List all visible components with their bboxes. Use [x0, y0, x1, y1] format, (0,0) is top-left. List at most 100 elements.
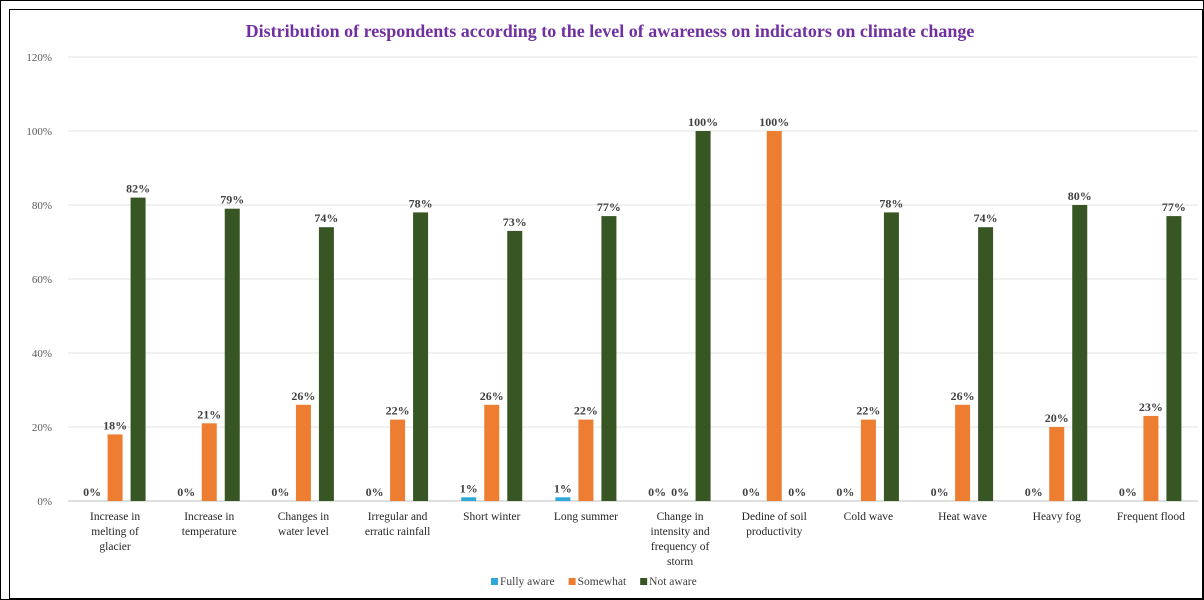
- data-label: 22%: [856, 404, 880, 418]
- category-label: melting of: [91, 526, 139, 538]
- data-label: 74%: [314, 211, 338, 225]
- legend-label: Somewhat: [578, 576, 627, 588]
- bar: [507, 230, 523, 501]
- bar: [883, 212, 899, 501]
- data-label: 1%: [460, 481, 478, 495]
- category-label: water level: [278, 526, 329, 538]
- category-label: Increase in: [90, 511, 140, 523]
- data-label: 80%: [1068, 189, 1092, 203]
- category-label: Frequent flood: [1117, 511, 1185, 523]
- x-axis: Increase in melting of glacier Increase in t…: [90, 511, 1185, 568]
- data-label: 1%: [554, 481, 572, 495]
- data-label: 100%: [759, 115, 789, 129]
- category-label: Change in: [657, 511, 704, 523]
- data-label: 0%: [1119, 485, 1137, 499]
- category-label: Changes in: [278, 511, 330, 523]
- bar: [484, 404, 500, 501]
- bar: [978, 227, 994, 501]
- legend-label: Not aware: [649, 576, 697, 588]
- category-label: Dedine of soil: [742, 511, 807, 523]
- data-label: 20%: [1045, 411, 1069, 425]
- y-tick-label: 20%: [32, 422, 52, 434]
- data-label: 0%: [742, 485, 760, 499]
- data-label: 22%: [386, 404, 410, 418]
- gridlines: [68, 56, 1198, 502]
- y-axis: 0% 20% 40% 60% 80% 100% 120%: [26, 52, 52, 508]
- data-label: 0%: [836, 485, 854, 499]
- bar: [201, 423, 217, 501]
- bar: [1143, 415, 1159, 501]
- y-tick-label: 120%: [26, 52, 52, 64]
- data-label: 74%: [974, 211, 998, 225]
- category-label: Increase in: [184, 511, 234, 523]
- bar: [413, 212, 429, 501]
- category-label: storm: [667, 556, 693, 568]
- data-label: 78%: [409, 196, 433, 210]
- bar: [130, 197, 146, 501]
- y-tick-label: 100%: [26, 126, 52, 138]
- data-label: 77%: [1162, 200, 1186, 214]
- bar: [318, 227, 334, 501]
- bar: [1049, 427, 1065, 501]
- category-label: temperature: [182, 526, 237, 538]
- category-label: intensity and: [651, 526, 710, 538]
- category-label: Heavy fog: [1033, 511, 1081, 523]
- bar: [695, 131, 711, 501]
- category-label: Heat wave: [938, 511, 987, 523]
- data-label: 22%: [574, 404, 598, 418]
- data-label: 79%: [220, 193, 244, 207]
- bar: [1072, 205, 1088, 501]
- data-label: 0%: [1025, 485, 1043, 499]
- chart-title: Distribution of respondents according to…: [246, 21, 975, 41]
- data-label: 18%: [103, 418, 127, 432]
- y-tick-label: 0%: [37, 496, 52, 508]
- data-label: 0%: [931, 485, 949, 499]
- bar: [224, 208, 240, 501]
- bar: [578, 419, 594, 501]
- legend-swatch: [568, 578, 576, 585]
- data-label: 0%: [366, 485, 384, 499]
- legend-swatch: [491, 578, 498, 585]
- bar: [390, 419, 406, 501]
- data-label: 26%: [951, 389, 975, 403]
- legend: Fully aware Somewhat Not aware: [491, 576, 697, 588]
- category-label: erratic rainfall: [365, 526, 430, 538]
- data-label: 82%: [126, 182, 150, 196]
- data-label: 0%: [177, 485, 195, 499]
- data-label: 26%: [291, 389, 315, 403]
- chart-area: [9, 9, 1203, 599]
- data-label: 0%: [788, 485, 806, 499]
- bar: [461, 497, 477, 501]
- y-tick-label: 80%: [32, 200, 52, 212]
- y-tick-label: 40%: [32, 348, 52, 360]
- bar: [295, 404, 311, 501]
- data-label: 0%: [271, 485, 289, 499]
- bar: [601, 216, 617, 501]
- bar: [766, 131, 782, 501]
- data-label: 26%: [480, 389, 504, 403]
- bar: [1166, 216, 1182, 501]
- category-label: Irregular and: [368, 511, 428, 523]
- bar: [107, 434, 123, 501]
- data-label: 23%: [1139, 400, 1163, 414]
- category-label: Long summer: [554, 511, 618, 523]
- category-label: productivity: [746, 526, 802, 538]
- category-label: Cold wave: [844, 511, 894, 523]
- bars: [107, 131, 1182, 501]
- data-label: 73%: [503, 215, 527, 229]
- category-label: Short winter: [463, 511, 520, 523]
- category-label: glacier: [99, 541, 130, 553]
- bar: [555, 497, 571, 501]
- data-label: 21%: [197, 407, 221, 421]
- data-label: 78%: [879, 196, 903, 210]
- data-label: 0%: [648, 485, 666, 499]
- legend-label: Fully aware: [500, 576, 555, 588]
- data-label: 77%: [597, 200, 621, 214]
- data-label: 0%: [83, 485, 101, 499]
- y-tick-label: 60%: [32, 274, 52, 286]
- data-label: 0%: [671, 485, 689, 499]
- bar: [860, 419, 876, 501]
- data-label: 100%: [688, 115, 718, 129]
- data-labels: 0% 18% 82% 0% 21% 79% 0% 26% 74% 0% 22% 78% 1% 26% 73%…: [83, 115, 1186, 499]
